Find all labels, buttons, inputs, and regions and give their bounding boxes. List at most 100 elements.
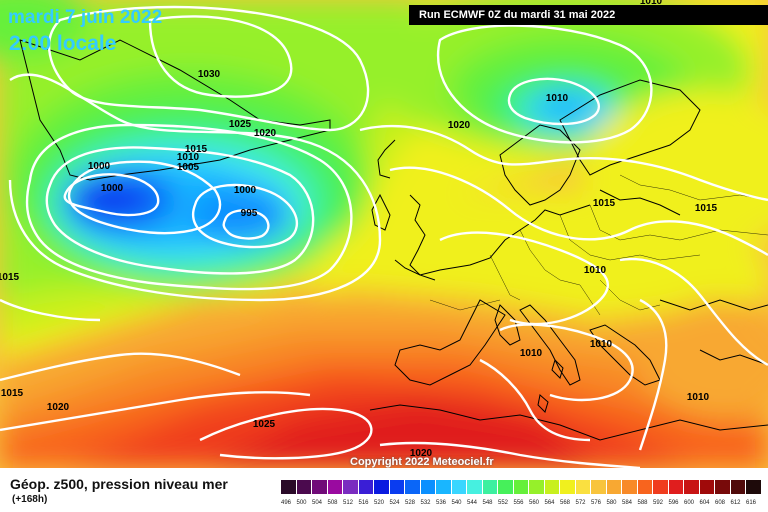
color-scale-swatch — [699, 480, 715, 494]
color-scale-swatch — [684, 480, 700, 494]
color-scale-swatch — [606, 480, 622, 494]
color-scale-value: 612 — [730, 500, 741, 506]
color-scale-swatch — [715, 480, 731, 494]
color-scale-swatch — [389, 480, 405, 494]
color-scale-swatch — [281, 480, 297, 494]
color-scale-swatch — [529, 480, 545, 494]
color-scale-value: 524 — [389, 500, 400, 506]
forecast-time: 2:00 locale — [9, 32, 117, 55]
color-scale-value: 504 — [312, 500, 323, 506]
isobar-label: 1025 — [229, 119, 252, 130]
forecast-date: mardi 7 juin 2022 — [8, 7, 163, 28]
color-scale-value: 592 — [653, 500, 664, 506]
color-scale-value: 576 — [591, 500, 602, 506]
isobar-label: 1010 — [546, 93, 569, 104]
color-scale-value: 588 — [637, 500, 648, 506]
color-scale-value: 548 — [482, 500, 493, 506]
color-scale-value: 496 — [281, 500, 292, 506]
isobar-label: 1015 — [593, 198, 616, 209]
color-scale-swatch — [653, 480, 669, 494]
color-scale-value: 556 — [513, 500, 524, 506]
color-scale-swatch — [622, 480, 638, 494]
isobar-label: 1010 — [584, 265, 607, 276]
legend-title: Géop. z500, pression niveau mer — [10, 476, 228, 492]
color-scale-swatch — [730, 480, 746, 494]
color-scale-value: 552 — [498, 500, 509, 506]
color-scale-value: 604 — [699, 500, 710, 506]
color-scale-swatch — [405, 480, 421, 494]
color-scale-swatch — [327, 480, 343, 494]
color-scale-swatch — [436, 480, 452, 494]
color-scale-swatch — [482, 480, 498, 494]
color-scale-labels: 496 500 504 508 512 516 520 524 528 532 536 540 544 5… — [281, 500, 762, 506]
isobar-label: 1000 — [234, 185, 257, 196]
forecast-map: 1030 1025 1020 1015 1010 1005 1000 1000 … — [0, 0, 768, 468]
color-scale — [281, 480, 762, 494]
isobar-label: 1000 — [101, 183, 124, 194]
color-scale-value: 560 — [529, 500, 540, 506]
isobar-label: 1015 — [185, 144, 208, 155]
isobar-label: 1020 — [47, 402, 70, 413]
color-scale-swatch — [374, 480, 390, 494]
color-scale-value: 512 — [343, 500, 354, 506]
color-scale-value: 544 — [467, 500, 478, 506]
color-scale-swatch — [591, 480, 607, 494]
isobar-label: 1005 — [177, 162, 200, 173]
run-info-text: Run ECMWF 0Z du mardi 31 mai 2022 — [419, 9, 616, 21]
color-scale-swatch — [296, 480, 312, 494]
color-scale-swatch — [467, 480, 483, 494]
geopotential-shading — [0, 0, 768, 468]
isobar-labels: 1030 1025 1020 1015 1010 1005 1000 1000 … — [0, 0, 718, 459]
isobar-label: 1020 — [448, 120, 471, 131]
color-scale-value: 500 — [296, 500, 307, 506]
isobars — [0, 5, 768, 468]
color-scale-swatch — [746, 480, 762, 494]
color-scale-value: 508 — [327, 500, 338, 506]
color-scale-value: 580 — [606, 500, 617, 506]
color-scale-value: 608 — [715, 500, 726, 506]
color-scale-swatch — [544, 480, 560, 494]
isobar-label: 1010 — [687, 392, 710, 403]
isobar-label: 1000 — [88, 161, 111, 172]
isobar-label: 1010 — [177, 152, 200, 163]
isobar-label: 1020 — [410, 448, 433, 459]
isobar-label: 1015 — [1, 388, 24, 399]
color-scale-value: 532 — [420, 500, 431, 506]
color-scale-value: 584 — [622, 500, 633, 506]
color-scale-value: 596 — [668, 500, 679, 506]
color-scale-value: 572 — [575, 500, 586, 506]
color-scale-swatch — [451, 480, 467, 494]
isobar-label: 1015 — [0, 272, 20, 283]
color-scale-swatch — [575, 480, 591, 494]
legend-subtitle: (+168h) — [12, 494, 48, 505]
color-scale-value: 600 — [684, 500, 695, 506]
color-scale-swatch — [513, 480, 529, 494]
color-scale-value: 564 — [544, 500, 555, 506]
color-scale-value: 528 — [405, 500, 416, 506]
color-scale-value: 616 — [746, 500, 757, 506]
color-scale-value: 540 — [451, 500, 462, 506]
color-scale-value: 568 — [560, 500, 571, 506]
isobar-label: 1010 — [590, 339, 613, 350]
color-scale-value: 520 — [374, 500, 385, 506]
color-scale-swatch — [668, 480, 684, 494]
coastlines — [19, 39, 768, 441]
color-scale-swatch — [560, 480, 576, 494]
isobar-label: 1025 — [253, 419, 276, 430]
color-scale-swatch — [420, 480, 436, 494]
isobar-label: 1015 — [695, 203, 718, 214]
copyright: Copyright 2022 Meteociel.fr — [350, 456, 494, 468]
isobar-label: 1020 — [254, 128, 277, 139]
run-info: Run ECMWF 0Z du mardi 31 mai 2022 — [409, 5, 768, 25]
color-scale-swatch — [498, 480, 514, 494]
isobar-label: 1030 — [198, 69, 221, 80]
color-scale-swatch — [637, 480, 653, 494]
isobar-label: 995 — [241, 208, 258, 219]
color-scale-swatch — [358, 480, 374, 494]
color-scale-value: 516 — [358, 500, 369, 506]
isobar-label: 1010 — [520, 348, 543, 359]
isobar-label: 1010 — [640, 0, 663, 7]
color-scale-value: 536 — [436, 500, 447, 506]
color-scale-swatch — [312, 480, 328, 494]
